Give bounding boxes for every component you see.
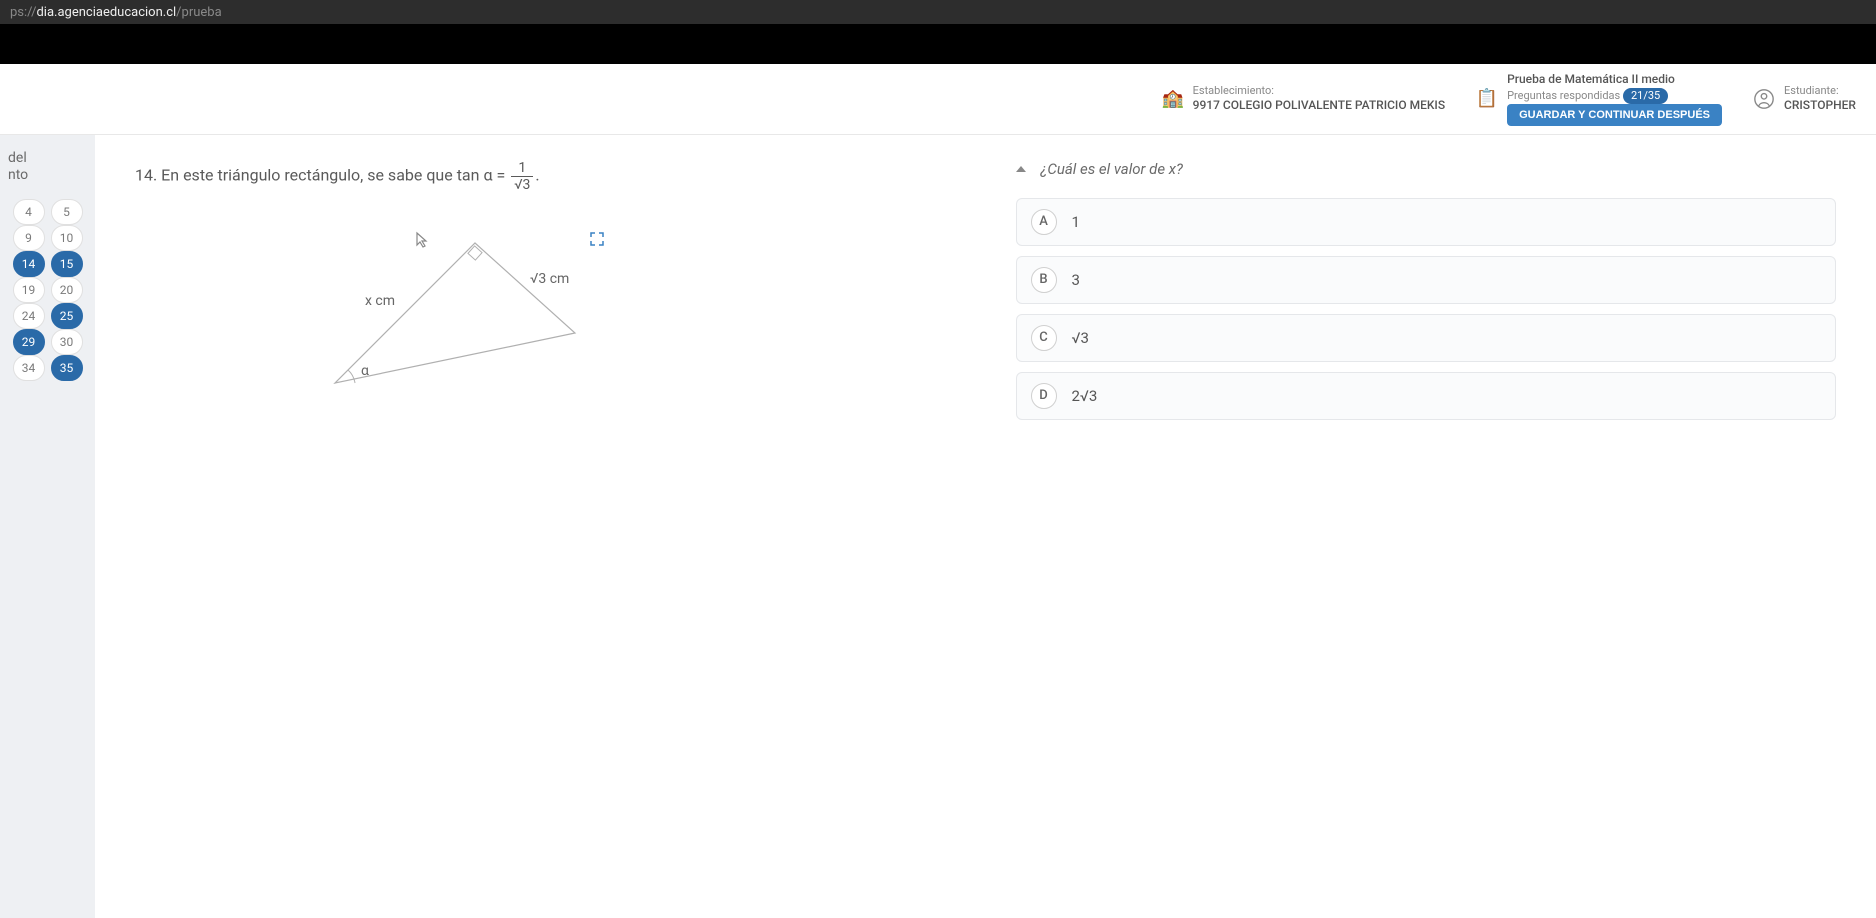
- question-nav-10[interactable]: 10: [51, 225, 83, 251]
- question-text: 14. En este triángulo rectángulo, se sab…: [135, 160, 956, 193]
- question-nav-15[interactable]: 15: [51, 251, 83, 277]
- establishment-label: Establecimiento:: [1193, 84, 1445, 98]
- expand-icon[interactable]: [589, 231, 605, 251]
- question-nav-34[interactable]: 34: [13, 355, 45, 381]
- question-number: 14.: [135, 166, 157, 185]
- building-icon: 🏫: [1161, 87, 1185, 111]
- option-text: √3: [1072, 329, 1089, 347]
- answer-panel: ¿Cuál es el valor de x? A1 B3 C √3 D 2√3: [1016, 160, 1837, 893]
- option-letter: A: [1031, 209, 1057, 235]
- establishment-value: 9917 COLEGIO POLIVALENTE PATRICIO MEKIS: [1193, 98, 1445, 114]
- fraction: 1 √3: [511, 160, 533, 193]
- test-name: Prueba de Matemática II medio: [1507, 72, 1722, 88]
- top-info-bar: 🏫 Establecimiento: 9917 COLEGIO POLIVALE…: [0, 64, 1876, 135]
- option-letter: C: [1031, 325, 1057, 351]
- test-info: 📋 Prueba de Matemática II medio Pregunta…: [1475, 72, 1722, 126]
- url-protocol: ps://: [10, 5, 36, 20]
- option-letter: D: [1031, 383, 1057, 409]
- angle-label: α: [361, 363, 369, 379]
- option-text: 3: [1072, 271, 1080, 289]
- establishment-info: 🏫 Establecimiento: 9917 COLEGIO POLIVALE…: [1161, 84, 1445, 114]
- triangle-svg: [315, 223, 595, 393]
- save-continue-button[interactable]: GUARDAR Y CONTINUAR DESPUÉS: [1507, 104, 1722, 126]
- browser-address-bar: ps:// dia.agenciaeducacion.cl /prueba: [0, 0, 1876, 24]
- fraction-denominator: √3: [511, 177, 533, 193]
- url-domain: dia.agenciaeducacion.cl: [36, 5, 176, 20]
- question-nav-30[interactable]: 30: [51, 329, 83, 355]
- side-x-label: x cm: [365, 293, 395, 309]
- cursor-icon: [415, 231, 429, 253]
- progress-row: Preguntas respondidas 21/35: [1507, 88, 1722, 104]
- collapse-toggle-icon[interactable]: [1016, 166, 1026, 172]
- option-c[interactable]: C √3: [1016, 314, 1837, 362]
- option-d[interactable]: D 2√3: [1016, 372, 1837, 420]
- question-nav-19[interactable]: 19: [13, 277, 45, 303]
- progress-label: Preguntas respondidas: [1507, 89, 1620, 102]
- question-nav-24[interactable]: 24: [13, 303, 45, 329]
- student-value: CRISTOPHER: [1784, 98, 1856, 114]
- student-label: Estudiante:: [1784, 84, 1856, 98]
- triangle-figure: x cm √3 cm α: [315, 223, 635, 423]
- question-nav-35[interactable]: 35: [51, 355, 83, 381]
- answer-prompt: ¿Cuál es el valor de x?: [1041, 160, 1183, 178]
- side-right-label: √3 cm: [530, 271, 569, 287]
- progress-badge: 21/35: [1623, 88, 1668, 104]
- student-info: Estudiante: CRISTOPHER: [1752, 84, 1856, 114]
- question-nav-4[interactable]: 4: [13, 199, 45, 225]
- question-nav-29[interactable]: 29: [13, 329, 45, 355]
- option-a[interactable]: A1: [1016, 198, 1837, 246]
- user-icon: [1752, 87, 1776, 111]
- question-panel: 14. En este triángulo rectángulo, se sab…: [135, 160, 956, 893]
- question-nav-9[interactable]: 9: [13, 225, 45, 251]
- option-text: 2√3: [1072, 387, 1098, 405]
- question-nav-25[interactable]: 25: [51, 303, 83, 329]
- option-text: 1: [1072, 213, 1080, 231]
- fraction-numerator: 1: [511, 160, 533, 177]
- question-nav-20[interactable]: 20: [51, 277, 83, 303]
- url-path: /prueba: [176, 5, 222, 20]
- question-nav-5[interactable]: 5: [51, 199, 83, 225]
- question-nav-14[interactable]: 14: [13, 251, 45, 277]
- sidebar-title: del nto: [8, 150, 87, 184]
- document-icon: 📋: [1475, 87, 1499, 111]
- option-letter: B: [1031, 267, 1057, 293]
- option-b[interactable]: B3: [1016, 256, 1837, 304]
- question-body: En este triángulo rectángulo, se sabe qu…: [161, 166, 509, 185]
- question-nav-sidebar: del nto 4591014151920242529303435: [0, 135, 95, 918]
